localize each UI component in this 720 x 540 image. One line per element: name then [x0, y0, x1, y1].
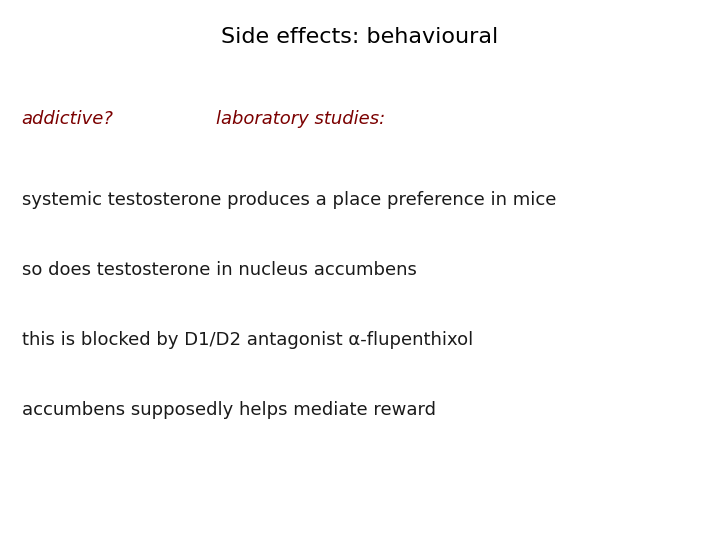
- Text: addictive?: addictive?: [22, 110, 114, 128]
- Text: Side effects: behavioural: Side effects: behavioural: [221, 27, 499, 47]
- Text: laboratory studies:: laboratory studies:: [216, 110, 385, 128]
- Text: this is blocked by D1/D2 antagonist α-flupenthixol: this is blocked by D1/D2 antagonist α-fl…: [22, 331, 473, 349]
- Text: systemic testosterone produces a place preference in mice: systemic testosterone produces a place p…: [22, 191, 556, 209]
- Text: so does testosterone in nucleus accumbens: so does testosterone in nucleus accumben…: [22, 261, 416, 279]
- Text: accumbens supposedly helps mediate reward: accumbens supposedly helps mediate rewar…: [22, 401, 436, 420]
